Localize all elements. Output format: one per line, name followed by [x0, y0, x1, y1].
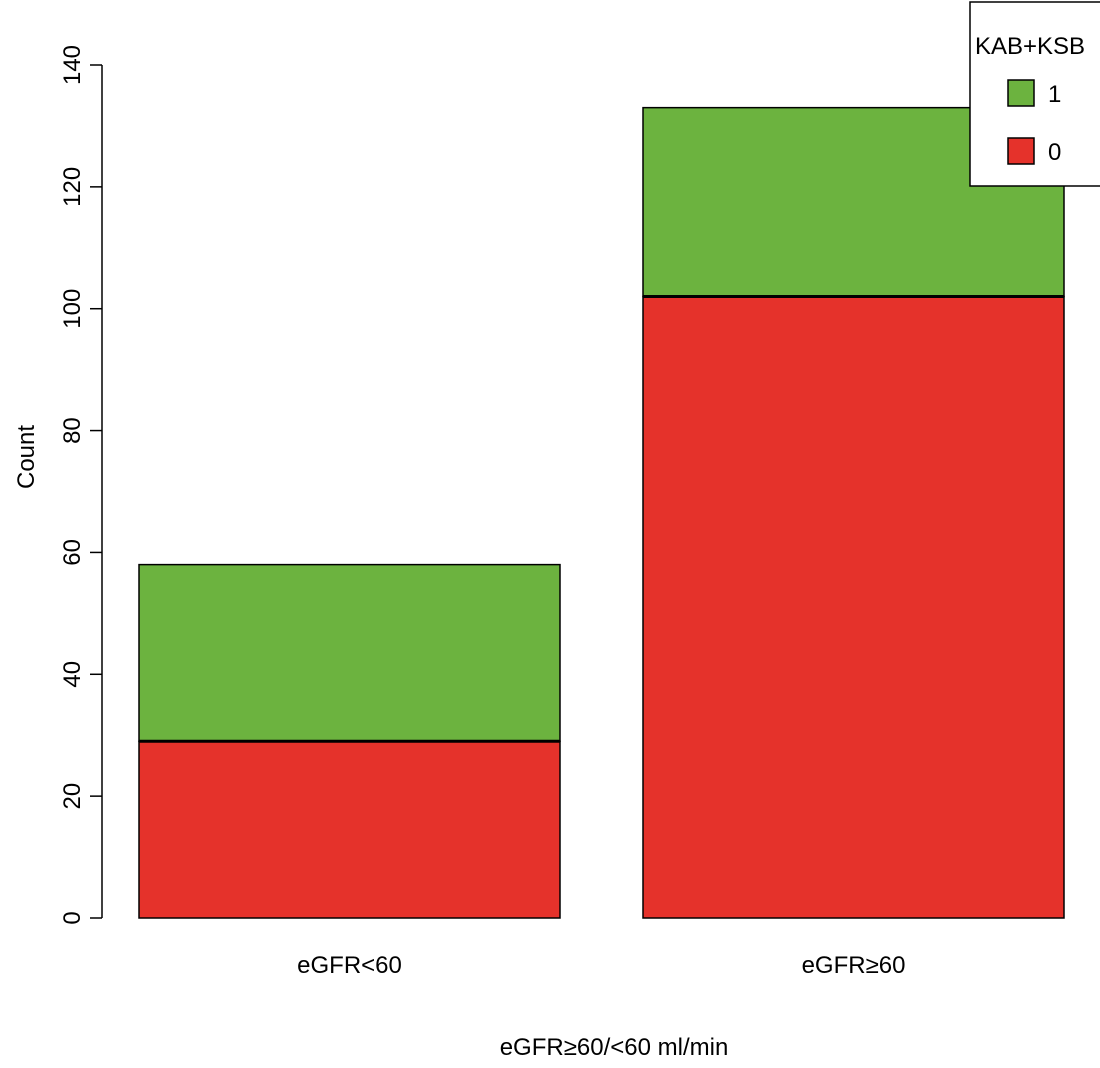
bar-segment	[642, 295, 1065, 919]
legend-title: KAB+KSB	[975, 33, 1085, 60]
x-tick-label: eGFR<60	[297, 952, 402, 979]
bars	[138, 106, 1065, 919]
legend: KAB+KSB 10	[969, 1, 1100, 187]
y-tick-label: 40	[59, 661, 86, 688]
legend-label: 1	[1048, 81, 1061, 108]
x-tick-label: eGFR≥60	[802, 952, 906, 979]
y-tick-label: 80	[59, 417, 86, 444]
y-tick-label: 20	[59, 783, 86, 810]
y-tick-label: 60	[59, 539, 86, 566]
bar-segment	[138, 740, 561, 919]
legend-swatch	[1007, 79, 1035, 107]
y-tick-label: 100	[59, 289, 86, 329]
y-axis-title: Count	[13, 425, 40, 489]
y-axis: 0 20 40 60 80 100 120 140	[59, 45, 103, 925]
legend-items: 10	[1007, 79, 1061, 166]
y-tick-label: 120	[59, 167, 86, 207]
legend-label: 0	[1048, 139, 1061, 166]
legend-box	[969, 1, 1100, 187]
x-axis-title: eGFR≥60/<60 ml/min	[500, 1034, 729, 1061]
legend-swatch	[1007, 137, 1035, 165]
x-tick-labels: eGFR<60 eGFR≥60	[297, 952, 905, 979]
y-tick-label: 140	[59, 45, 86, 85]
y-tick-label: 0	[59, 911, 86, 924]
bar-segment	[138, 563, 561, 743]
